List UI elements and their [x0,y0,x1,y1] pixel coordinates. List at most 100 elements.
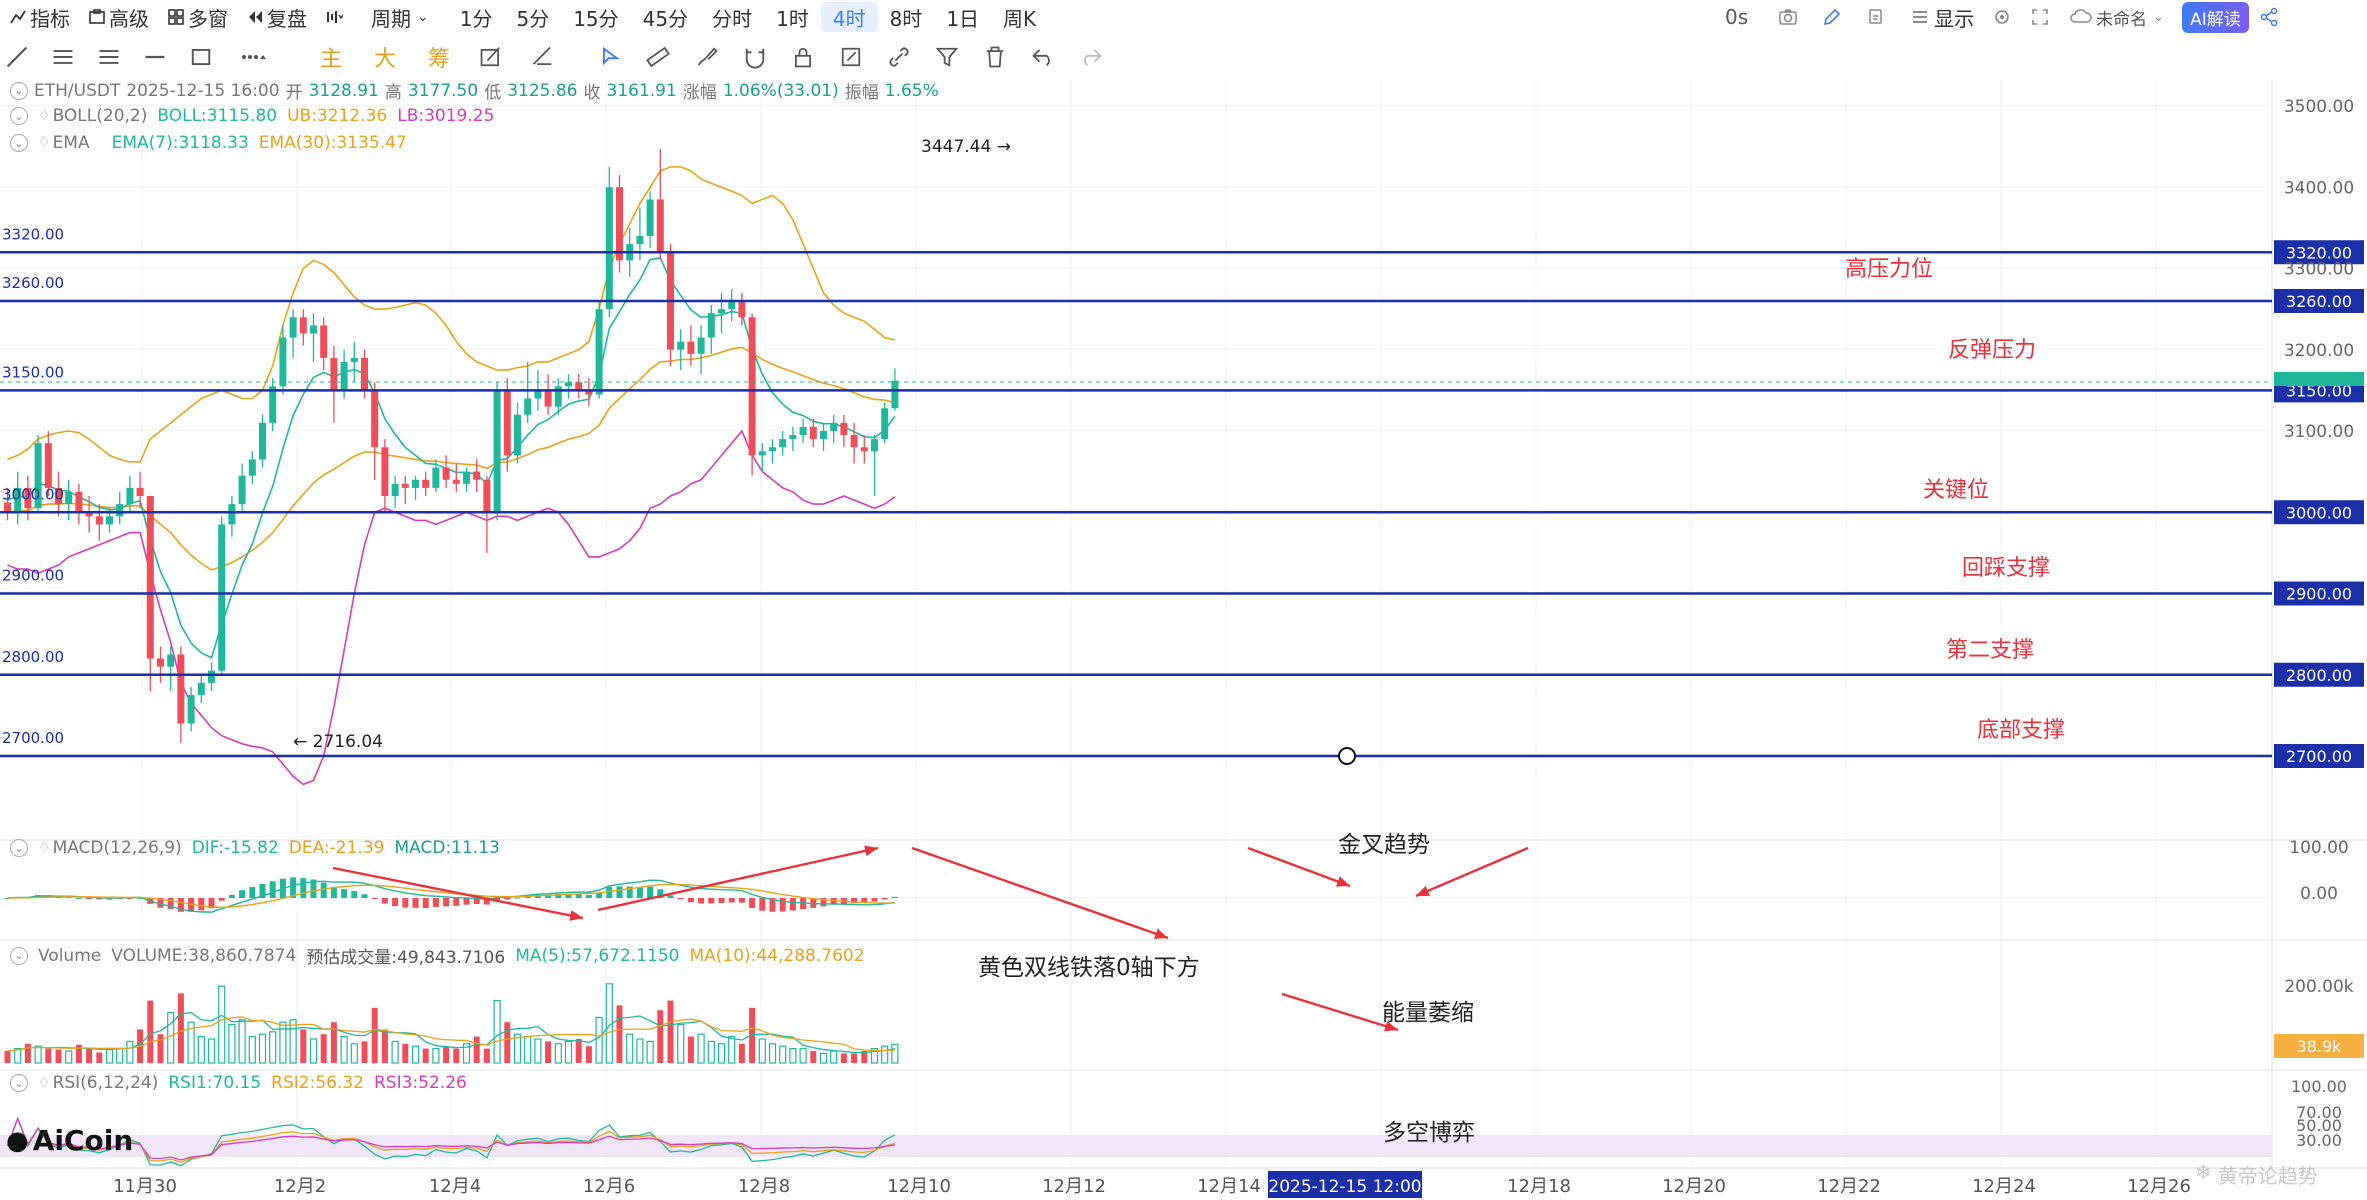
volume-bar [65,1050,73,1064]
volume-bar [126,1040,134,1064]
filter-icon[interactable] [934,44,960,70]
measure-icon[interactable] [530,44,556,70]
volume-bar [330,1022,337,1063]
period-option[interactable]: 45分 [642,6,689,31]
collapse-icon[interactable]: ⌄ [10,81,28,100]
period-option[interactable]: 1分 [459,6,493,31]
candle-body [4,502,11,513]
candle-body [452,479,460,484]
more-tools-icon[interactable] [240,44,266,70]
candle-body [269,386,277,423]
chart-style-button[interactable] [316,0,352,34]
candle-body [605,187,613,310]
multi-window-button[interactable]: 多窗 [158,0,237,34]
replay-button[interactable]: 复盘 [237,0,316,34]
volume-tag [2274,1034,2364,1058]
period-option[interactable]: 1时 [776,6,809,31]
volume-bar [350,1043,358,1064]
level-price-tag [2274,378,2364,403]
collapse-icon[interactable]: ⌄ [10,946,28,965]
chips-toggle[interactable]: 筹 [427,47,450,72]
channel-icon[interactable] [96,44,122,70]
trendline-tool-icon[interactable] [4,44,30,70]
volume-bar [14,1047,22,1064]
link-icon[interactable] [886,44,912,70]
main-chart-toggle[interactable]: 主 [319,47,342,72]
ai-analysis-button[interactable]: AI解读 [2182,1,2249,33]
volume-bar [534,1038,542,1064]
redo-icon[interactable] [1078,44,1104,70]
volume-bar [789,1047,797,1064]
macd-histogram-bar [198,898,205,911]
period-option[interactable]: 1日 [946,6,980,31]
candle-body [55,487,62,505]
magnet-icon[interactable] [742,44,768,70]
bell-icon[interactable]: ♢ [38,108,51,124]
lock-icon[interactable] [790,44,816,70]
gear-icon[interactable] [1992,7,2012,27]
annotation-arrow-head [1384,1020,1398,1032]
camera-icon[interactable] [1778,7,1798,27]
period-option[interactable]: 4时 [820,2,878,32]
macd-histogram-bar [881,898,888,900]
volume-bar [667,1000,674,1063]
candle-body [524,398,532,415]
collapse-icon[interactable]: ⌄ [10,1074,28,1092]
period-option[interactable]: 5分 [516,6,550,31]
layout-name[interactable]: 未命名 [2096,9,2148,30]
macd-histogram-bar [177,898,184,912]
period-option[interactable]: 分时 [712,6,753,31]
period-label: 周期 [371,6,411,31]
candle-body [136,487,144,496]
big-order-toggle[interactable]: 大 [373,47,396,72]
advanced-button[interactable]: 高级 [79,0,158,34]
candle-body [248,459,256,476]
volume-bar [381,1029,388,1063]
collapse-icon[interactable]: ⌄ [10,107,28,125]
candle-body [401,483,409,488]
rsi3-value: RSI3:52.26 [374,1073,467,1093]
brush-icon[interactable] [694,44,720,70]
candle-body [442,467,450,480]
undo-icon[interactable] [1030,44,1056,70]
bell-icon[interactable]: ♢ [38,135,51,151]
countdown: 0s [1725,5,1749,29]
share-screen-icon[interactable] [1866,7,1886,27]
chart-edit-icon[interactable] [478,44,504,70]
macd-histogram-bar [647,886,654,898]
period-option[interactable]: 周K [1003,6,1037,31]
macd-histogram-bar [698,898,705,904]
collapse-icon[interactable]: ⌄ [10,839,28,857]
bell-icon[interactable]: ♢ [38,840,51,856]
visibility-icon[interactable] [838,44,864,70]
candle-body [544,390,552,407]
horizontal-line-icon[interactable] [142,44,168,70]
period-option[interactable]: 15分 [573,6,619,31]
volume-bar [830,1050,838,1064]
macd-histogram-bar [830,898,837,905]
ruler-icon[interactable] [645,44,671,70]
edit-icon[interactable] [1822,7,1842,27]
level-left-label: 2700.00 [2,729,64,747]
indicator-button[interactable]: 指标 [0,0,79,34]
collapse-icon[interactable]: ⌄ [10,134,28,152]
macd-histogram-bar [473,898,480,905]
candle-body [595,309,603,395]
ema30-value: EMA(30):3135.47 [258,133,407,153]
share-icon[interactable] [2259,7,2279,27]
trash-icon[interactable] [982,44,1008,70]
bell-icon[interactable]: ♢ [38,1075,51,1091]
display-button[interactable]: 显示 [1934,6,1975,31]
fullscreen-icon[interactable] [2030,7,2050,27]
parallel-lines-icon[interactable] [50,44,76,70]
cursor-icon[interactable] [598,44,624,70]
macd-histogram-bar [677,898,684,900]
rectangle-tool-icon[interactable] [188,44,214,70]
candle-body [656,199,664,253]
period-dropdown[interactable]: 周期 ⌄ [362,0,438,34]
ema30-line [7,346,896,571]
level-price-tag [2274,240,2364,265]
period-option[interactable]: 8时 [889,6,923,31]
chevron-down-icon[interactable]: ⌄ [2153,9,2165,25]
